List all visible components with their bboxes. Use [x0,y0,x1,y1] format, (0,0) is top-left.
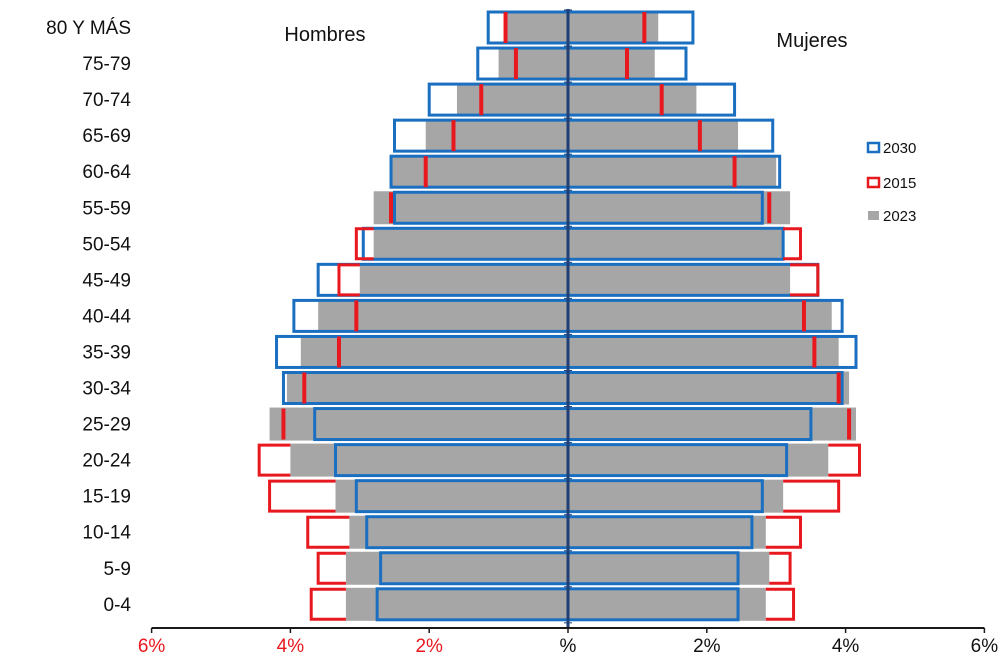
x-tick-label: 6% [971,636,999,654]
x-tick-label: 2% [693,636,721,654]
bar-2023-women-45-49 [568,263,791,297]
bar-2015-men-50-54 [354,227,374,261]
bar-2023-women-75-79 [568,47,655,81]
bar-2023-men-25-29 [269,407,568,441]
age-label-80-y-m-s: 80 Y MÁS [46,18,131,39]
series-2015-bars [257,12,861,621]
x-tick-label: 2% [415,636,443,654]
bar-2015-men-15-19 [268,479,336,513]
age-label-35-39: 35-39 [82,342,131,363]
bar-2015-women-0-4 [765,587,796,621]
legend-label-2030: 2030 [883,140,916,157]
bar-2023-men-5-9 [345,551,568,585]
bar-2015-women-20-24 [828,443,861,477]
bar-2023-men-80-y-m-s [505,11,568,44]
series-2023-bars [269,11,857,621]
age-label-45-49: 45-49 [82,270,131,291]
age-label-5-9: 5-9 [104,559,131,580]
bar-2015-men-20-24 [257,443,291,477]
x-tick-label: 4% [832,636,860,654]
age-label-40-44: 40-44 [82,306,131,327]
bar-2023-women-20-24 [568,443,829,477]
x-tick-label: % [560,636,577,654]
bar-2015-men-0-4 [309,587,346,621]
left-side-label: Hombres [284,24,365,46]
bar-2023-women-50-54 [568,227,784,261]
x-tick-label: 6% [138,636,166,654]
bar-2023-men-20-24 [290,443,568,477]
age-label-65-69: 65-69 [82,126,131,147]
x-tick-label: 4% [277,636,305,654]
legend-label-2023: 2023 [883,208,916,225]
bar-2023-men-60-64 [391,155,568,189]
bar-2023-women-10-14 [568,515,766,549]
bar-2023-men-40-44 [318,299,568,333]
bar-2023-women-25-29 [568,407,857,441]
legend-swatch-2015 [866,176,881,189]
age-label-30-34: 30-34 [82,379,131,400]
legend-label-2015: 2015 [883,175,916,192]
bar-2023-men-65-69 [425,119,568,153]
age-label-10-14: 10-14 [82,523,131,544]
bar-2023-men-10-14 [349,515,568,549]
bar-2015-women-15-19 [783,479,841,513]
age-label-55-59: 55-59 [82,198,131,219]
bar-2023-women-70-74 [568,83,697,117]
bar-2023-men-0-4 [345,587,568,621]
bar-2023-women-15-19 [568,479,784,513]
age-label-15-19: 15-19 [82,487,131,508]
bar-2023-men-45-49 [359,263,568,297]
bar-2023-men-30-34 [286,371,568,405]
bar-2023-women-5-9 [568,551,770,585]
legend: 2030 2015 2023 [866,140,916,225]
bar-2023-women-40-44 [568,299,832,333]
right-side-label: Mujeres [776,30,847,52]
x-axis: 6% 4% 2%% 2% 4% 6% [138,9,999,657]
bar-2023-women-30-34 [568,371,850,405]
legend-swatch-2030 [866,141,881,154]
bar-2015-women-50-54 [783,227,802,261]
bar-2015-women-10-14 [765,515,802,549]
bar-2015-men-5-9 [316,551,346,585]
age-label-25-29: 25-29 [82,415,131,436]
bar-2015-women-45-49 [790,263,820,297]
age-group-labels: 0-4 5-9 10-14 15-19 20-24 25-29 30-34 35-39 40-4… [46,18,131,616]
age-label-50-54: 50-54 [82,234,131,255]
bar-2023-men-35-39 [300,335,568,369]
bar-2015-men-45-49 [337,263,360,297]
bar-2023-women-60-64 [568,155,777,189]
bar-2023-women-0-4 [568,587,766,621]
age-label-60-64: 60-64 [82,162,131,183]
age-label-0-4: 0-4 [104,595,132,616]
legend-swatch-2023 [868,211,879,220]
bar-2023-men-75-79 [498,47,568,81]
bar-2023-women-65-69 [568,119,739,153]
bar-2023-men-55-59 [373,191,568,225]
bar-2023-men-15-19 [335,479,568,513]
age-label-75-79: 75-79 [82,54,131,75]
bar-2023-men-50-54 [373,227,568,261]
bar-2023-women-55-59 [568,191,791,225]
age-label-70-74: 70-74 [82,90,131,111]
bar-2023-women-35-39 [568,335,839,369]
bar-2015-women-5-9 [769,551,792,585]
bar-2015-men-10-14 [306,515,350,549]
age-label-20-24: 20-24 [82,451,131,472]
bar-2023-men-70-74 [456,83,568,117]
